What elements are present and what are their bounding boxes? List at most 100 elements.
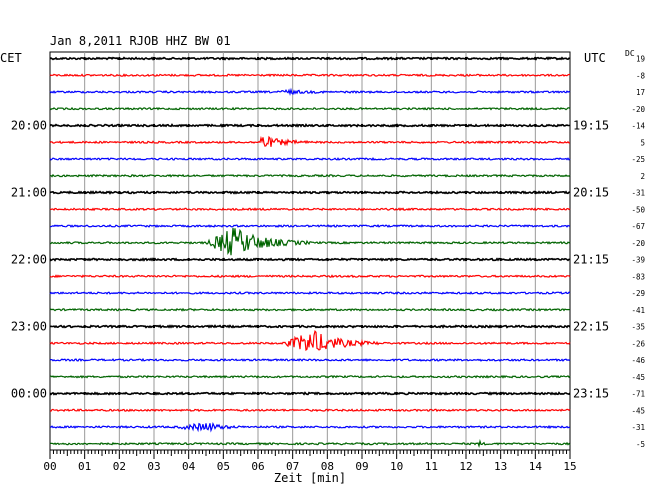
- minute-marker: [361, 191, 363, 194]
- x-tick-label: 15: [563, 460, 576, 473]
- minute-marker: [465, 191, 467, 194]
- minute-marker: [187, 191, 190, 194]
- x-tick-label: 05: [217, 460, 230, 473]
- cet-time-label: 00:00: [11, 387, 47, 401]
- minute-marker: [361, 258, 363, 261]
- x-tick-label: 06: [251, 460, 264, 473]
- cet-time-label: 20:00: [11, 119, 47, 133]
- dc-offset-label: -45: [631, 373, 645, 382]
- minute-marker: [499, 191, 502, 194]
- minute-marker: [395, 57, 398, 60]
- minute-marker: [534, 392, 537, 395]
- trace-row: [49, 123, 571, 128]
- traces: [49, 56, 571, 448]
- minute-marker: [83, 325, 86, 328]
- minute-marker: [534, 325, 537, 328]
- trace-row: [50, 421, 571, 433]
- dc-offset-label: -29: [631, 289, 645, 298]
- minute-marker: [222, 124, 225, 127]
- labels: 00 01 02 03 04 05 06 07 08 09 10 11 12 13 14 15 19 -8 17 -2…: [11, 55, 646, 474]
- dc-offset-label: -39: [631, 256, 645, 265]
- minute-marker: [361, 392, 363, 395]
- utc-time-label: 23:15: [573, 387, 609, 401]
- minute-marker: [499, 392, 502, 395]
- minute-marker: [465, 57, 467, 60]
- utc-time-label: 21:15: [573, 253, 609, 267]
- dc-offset-label: -46: [631, 356, 645, 365]
- minute-marker: [326, 191, 329, 194]
- trace-row: [50, 224, 571, 229]
- minute-marker: [83, 191, 86, 194]
- minute-marker: [465, 392, 467, 395]
- minute-marker: [499, 325, 502, 328]
- dc-offset-label: 17: [636, 88, 645, 97]
- minute-marker: [187, 258, 190, 261]
- minute-marker: [395, 392, 398, 395]
- dc-offset-label: -25: [631, 155, 645, 164]
- x-tick-label: 08: [321, 460, 334, 473]
- trace-row: [50, 227, 571, 256]
- trace-row: [49, 135, 571, 147]
- minute-marker: [499, 124, 502, 127]
- minute-marker: [465, 124, 467, 127]
- minute-marker: [118, 392, 121, 395]
- minute-marker: [83, 57, 86, 60]
- minute-marker: [118, 124, 121, 127]
- minute-marker: [291, 124, 294, 127]
- minute-marker: [187, 124, 190, 127]
- minute-marker: [257, 325, 259, 328]
- minute-marker: [291, 392, 294, 395]
- minute-marker: [465, 258, 467, 261]
- dc-offset-label: -45: [631, 406, 645, 415]
- minute-marker: [187, 325, 190, 328]
- minute-marker: [153, 325, 155, 328]
- minute-marker: [222, 392, 225, 395]
- dc-offset-label: -20: [631, 239, 645, 248]
- minute-marker: [534, 57, 537, 60]
- minute-marker: [153, 57, 155, 60]
- dc-offset-label: -67: [631, 222, 645, 231]
- x-tick-label: 13: [494, 460, 507, 473]
- dc-offset-label: 5: [640, 138, 645, 147]
- trace-row: [49, 274, 571, 279]
- minute-marker: [153, 258, 155, 261]
- minute-marker: [257, 258, 259, 261]
- minute-marker: [430, 124, 433, 127]
- dc-offset-label: -35: [631, 323, 645, 332]
- x-axis-label: Zeit [min]: [274, 471, 346, 485]
- trace-row: [49, 56, 571, 61]
- minute-marker: [118, 57, 121, 60]
- x-tick-label: 11: [425, 460, 438, 473]
- minute-marker: [291, 57, 294, 60]
- minute-marker: [222, 57, 225, 60]
- x-tick-label: 12: [459, 460, 472, 473]
- minute-marker: [326, 124, 329, 127]
- minute-marker: [534, 258, 537, 261]
- minute-marker: [430, 191, 433, 194]
- grid: [49, 52, 571, 459]
- dc-offset-label: -71: [631, 390, 645, 399]
- x-tick-label: 03: [147, 460, 160, 473]
- minute-marker: [291, 258, 294, 261]
- minute-marker: [153, 392, 155, 395]
- minute-marker: [187, 57, 190, 60]
- dc-offset-label: -31: [631, 423, 645, 432]
- minute-marker: [222, 191, 225, 194]
- minute-marker: [430, 325, 433, 328]
- minute-marker: [83, 258, 86, 261]
- trace-row: [49, 324, 571, 329]
- trace-row: [49, 357, 571, 363]
- trace-row: [49, 173, 571, 178]
- minute-marker: [257, 57, 259, 60]
- trace-row: [49, 439, 571, 448]
- trace-row: [49, 190, 571, 195]
- minute-marker: [326, 392, 329, 395]
- minute-marker: [361, 124, 363, 127]
- dc-offset-label: -50: [631, 205, 645, 214]
- utc-label: UTC: [584, 51, 606, 65]
- minute-marker: [83, 124, 86, 127]
- minute-marker: [118, 325, 121, 328]
- dc-offset-label: -26: [631, 339, 645, 348]
- dc-offset-label: 19: [636, 55, 645, 64]
